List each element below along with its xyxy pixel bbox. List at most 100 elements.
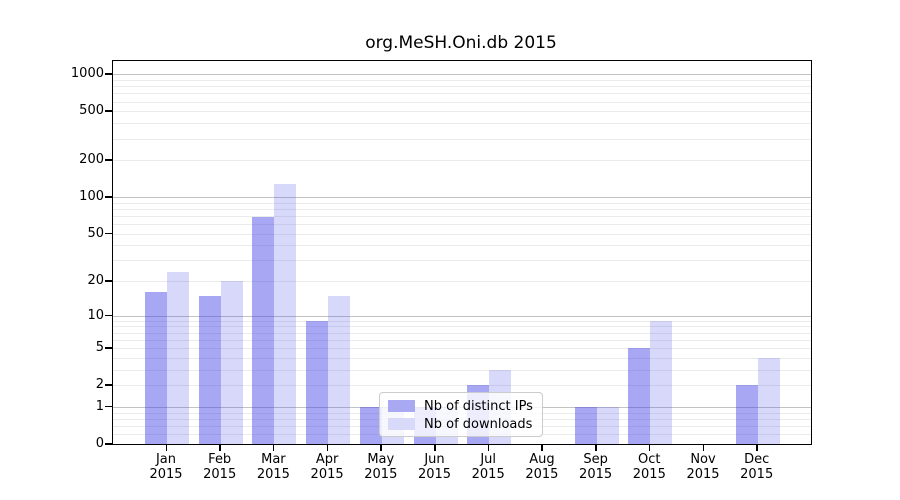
month-label: Mar — [261, 452, 286, 467]
bar-downloads-mar — [274, 184, 297, 444]
gridline-minor — [113, 86, 811, 88]
gridline-minor — [113, 357, 811, 359]
y-tick-mark — [105, 443, 112, 445]
month-label: Dec — [744, 452, 770, 467]
year-label: 2015 — [417, 467, 452, 482]
year-label: 2015 — [525, 467, 559, 482]
y-tick-mark — [105, 159, 112, 161]
gridline-minor — [113, 208, 811, 210]
x-tick-label-oct: Oct 2015 — [619, 452, 679, 482]
year-label: 2015 — [364, 467, 398, 482]
legend-label-ips: Nb of distinct IPs — [424, 398, 533, 414]
gridline-minor — [113, 348, 811, 350]
gridline-minor — [113, 79, 811, 81]
gridline-minor — [113, 138, 811, 140]
bar-ips-apr — [306, 320, 329, 444]
x-tick-label-apr: Apr 2015 — [297, 452, 357, 482]
x-tick-label-feb: Feb 2015 — [190, 452, 250, 482]
y-tick-mark — [105, 110, 112, 112]
bar-downloads-sep — [596, 406, 619, 444]
year-label: 2015 — [256, 467, 290, 482]
x-tick-label-mar: Mar 2015 — [243, 452, 303, 482]
gridline-minor — [113, 123, 811, 125]
gridline-minor — [113, 369, 811, 371]
x-tick-mark — [219, 444, 221, 451]
y-tick-label-10: 10 — [87, 307, 104, 323]
gridline-minor — [113, 339, 811, 341]
month-label: Jul — [480, 452, 497, 467]
year-label: 2015 — [740, 467, 774, 482]
bar-downloads-jan — [167, 271, 189, 444]
year-label: 2015 — [310, 467, 344, 482]
legend: Nb of distinct IPs Nb of downloads — [379, 392, 543, 437]
x-tick-label-sep: Sep 2015 — [566, 452, 626, 482]
chart-title: org.MeSH.Oni.db 2015 — [365, 33, 557, 53]
x-tick-mark — [702, 444, 704, 451]
x-tick-mark — [380, 444, 382, 451]
x-tick-mark — [487, 444, 490, 451]
gridline-minor — [113, 111, 811, 113]
gridline-minor — [113, 281, 811, 283]
month-label: Apr — [315, 452, 339, 467]
month-label: Jan — [155, 452, 177, 467]
y-tick-label-5: 5 — [95, 340, 104, 356]
gridline-minor — [113, 260, 811, 262]
year-label: 2015 — [149, 467, 183, 482]
y-tick-mark — [105, 314, 112, 317]
y-tick-label-20: 20 — [87, 273, 104, 289]
x-tick-mark — [595, 444, 597, 451]
x-tick-mark — [272, 444, 275, 451]
y-tick-label-500: 500 — [79, 103, 104, 119]
bar-ips-may — [359, 406, 382, 444]
bar-downloads-feb — [220, 281, 243, 444]
month-label: Feb — [208, 452, 232, 467]
bar-downloads-oct — [650, 320, 673, 444]
year-label: 2015 — [632, 467, 666, 482]
x-tick-mark — [165, 444, 167, 451]
year-label: 2015 — [471, 467, 505, 482]
y-tick-mark — [105, 232, 112, 235]
gridline-minor — [113, 320, 811, 322]
bar-ips-mar — [252, 217, 275, 444]
bar-downloads-dec — [757, 357, 780, 444]
x-tick-label-dec: Dec 2015 — [727, 452, 787, 482]
legend-item-downloads: Nb of downloads — [388, 416, 534, 432]
y-tick-mark — [105, 73, 112, 75]
bar-ips-feb — [198, 295, 221, 444]
month-label: Sep — [583, 452, 608, 467]
month-label: Oct — [638, 452, 661, 467]
month-label: Nov — [690, 452, 716, 467]
y-tick-label-1000: 1000 — [70, 66, 104, 82]
year-label: 2015 — [579, 467, 613, 482]
gridline-major — [113, 197, 811, 199]
year-label: 2015 — [203, 467, 237, 482]
y-tick-mark — [105, 196, 112, 198]
gridline-minor — [113, 215, 811, 217]
month-label: Jun — [424, 452, 445, 467]
x-tick-label-may: May 2015 — [351, 452, 411, 482]
month-label: May — [367, 452, 395, 467]
month-label: Aug — [529, 452, 555, 467]
bar-ips-sep — [574, 406, 597, 444]
gridline-minor — [113, 233, 811, 235]
legend-swatch-downloads — [388, 418, 415, 430]
legend-swatch-ips — [388, 400, 415, 412]
y-tick-label-100: 100 — [79, 189, 104, 205]
y-tick-label-1: 1 — [95, 398, 104, 414]
gridline-major — [113, 74, 811, 76]
y-tick-label-200: 200 — [79, 152, 104, 168]
gridline-minor — [113, 224, 811, 226]
y-tick-mark — [105, 405, 112, 408]
x-tick-label-jul: Jul 2015 — [458, 452, 518, 482]
legend-label-downloads: Nb of downloads — [424, 416, 533, 432]
gridline-minor — [113, 202, 811, 204]
gridline-minor — [113, 160, 811, 162]
gridline-minor — [113, 332, 811, 334]
x-tick-label-jan: Jan 2015 — [136, 452, 196, 482]
y-tick-mark — [105, 384, 112, 386]
gridline-minor — [113, 101, 811, 103]
x-tick-mark — [541, 444, 543, 451]
x-tick-mark — [648, 444, 651, 451]
gridline-minor — [113, 326, 811, 328]
